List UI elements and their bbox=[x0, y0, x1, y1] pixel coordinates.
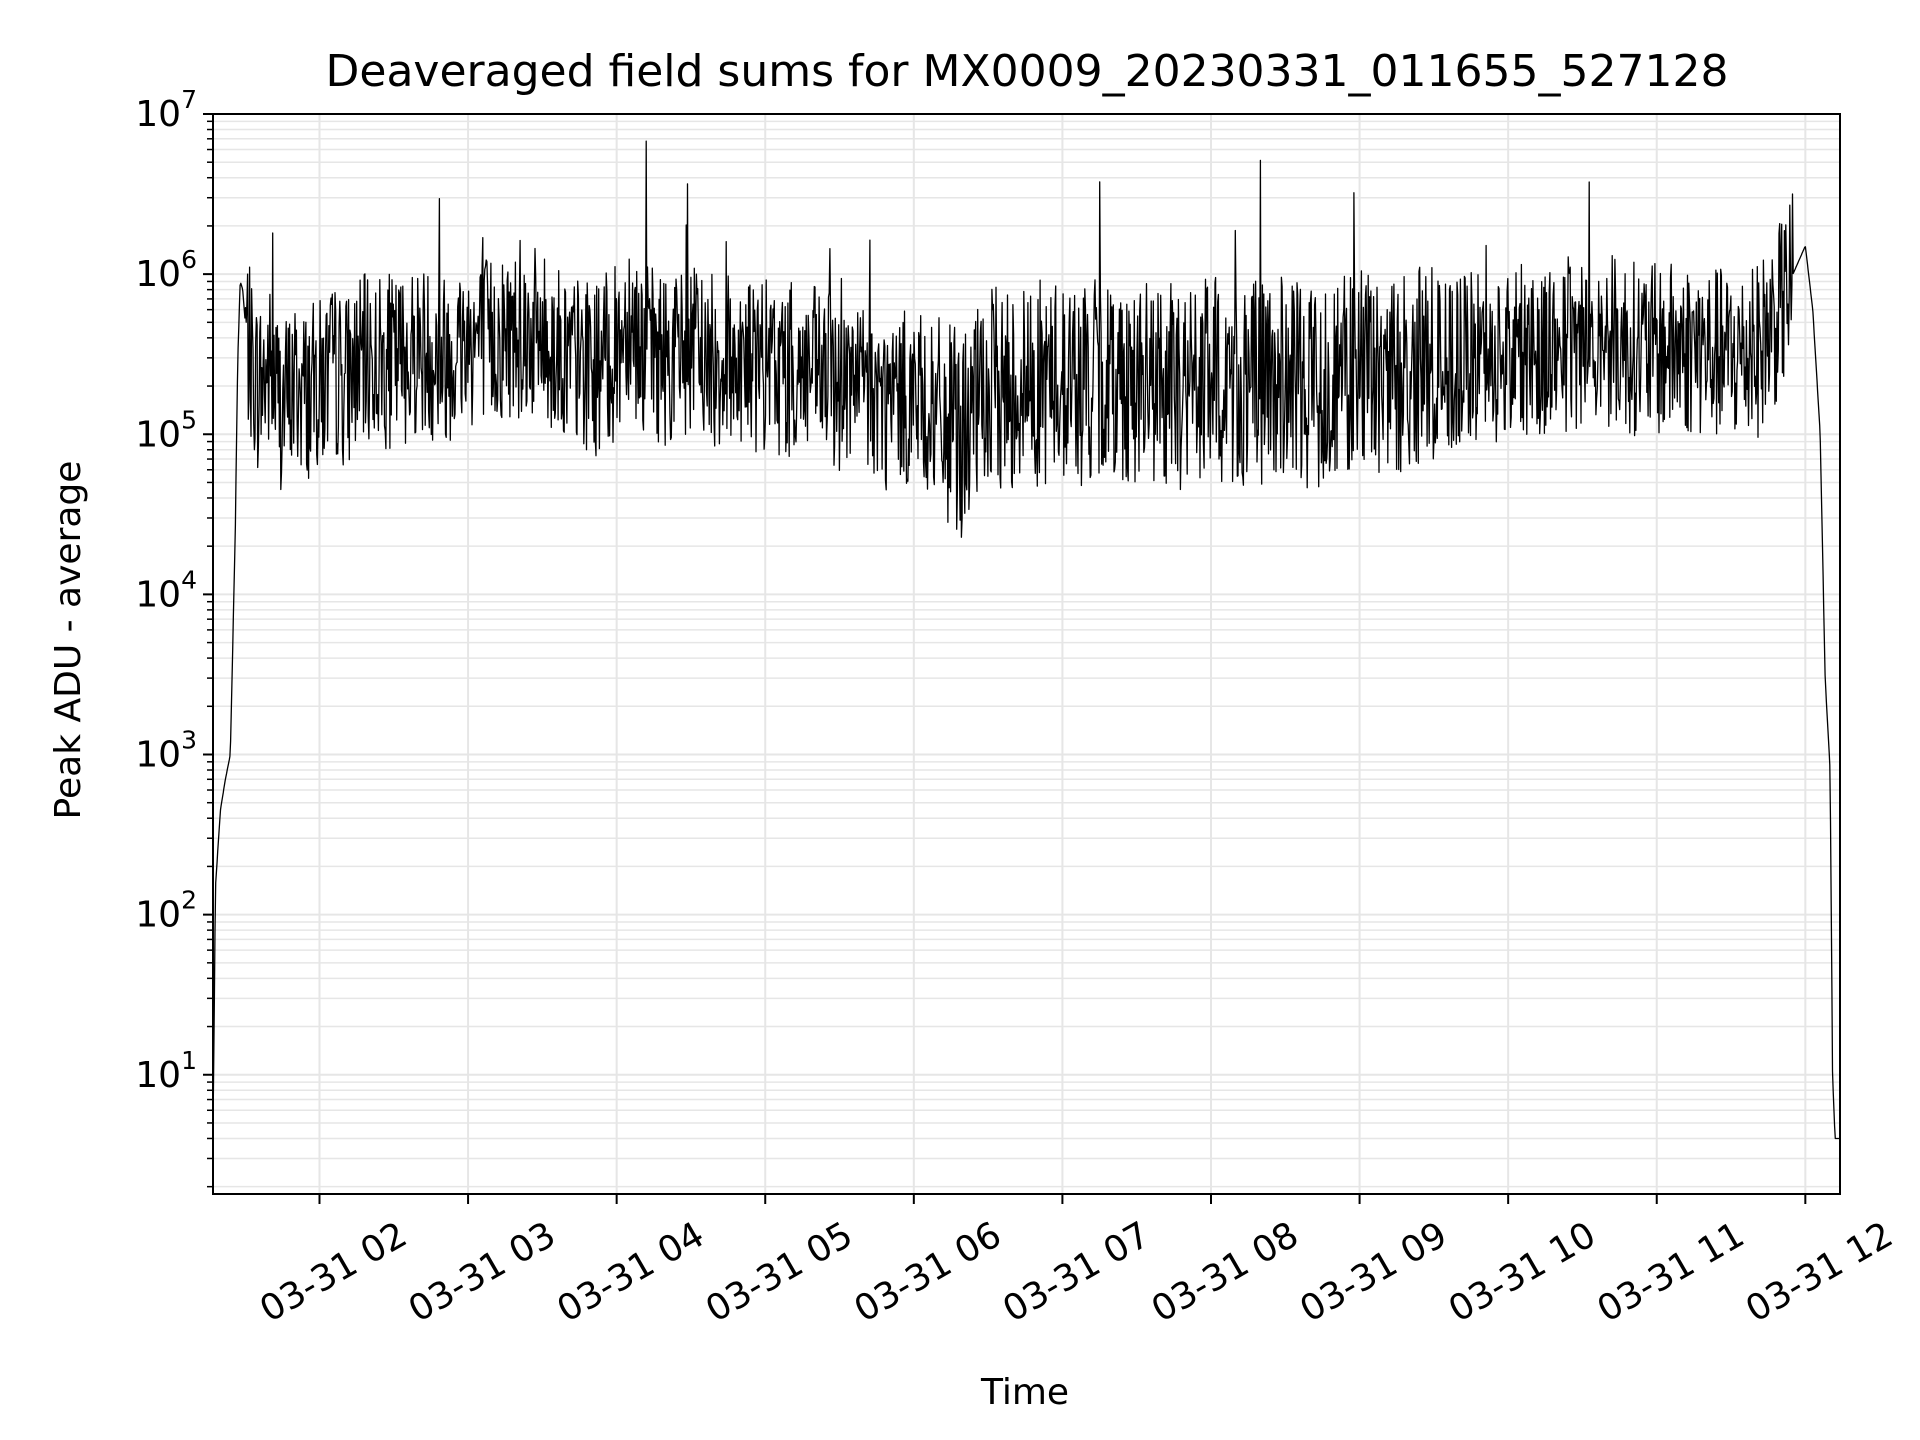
series-line bbox=[212, 140, 1840, 1140]
x-axis-label: Time bbox=[980, 1372, 1069, 1413]
y-axis: 101 102 103 104 105 106 107 bbox=[135, 85, 213, 1188]
y-tick-label: 101 bbox=[135, 1046, 197, 1096]
grid bbox=[213, 113, 1840, 1194]
series-layer bbox=[212, 140, 1840, 1140]
y-tick-label: 106 bbox=[135, 245, 197, 295]
y-axis-label: Peak ADU - average bbox=[48, 461, 89, 820]
y-tick-label: 105 bbox=[135, 405, 197, 455]
y-tick-label: 104 bbox=[135, 565, 197, 615]
chart-title: Deaveraged field sums for MX0009_2023033… bbox=[326, 46, 1729, 97]
y-tick-label: 102 bbox=[135, 886, 197, 936]
plot-frame bbox=[212, 113, 1841, 1195]
y-tick-label: 107 bbox=[135, 85, 197, 135]
y-tick-label: 103 bbox=[135, 726, 197, 776]
